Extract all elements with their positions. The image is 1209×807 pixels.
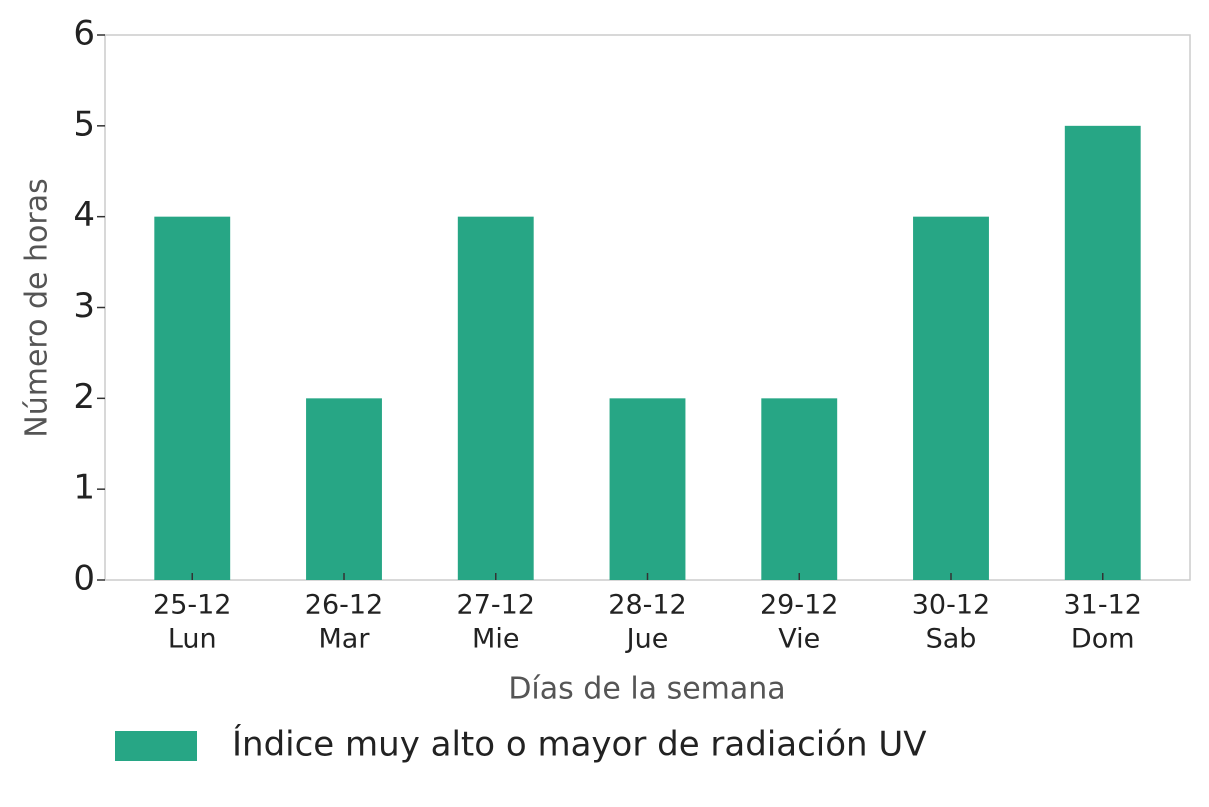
y-tick-label: 5 <box>73 104 95 144</box>
bar <box>154 216 231 580</box>
x-tick-label: Jue <box>625 624 669 655</box>
bar <box>457 216 534 580</box>
x-tick-label: 28-12 <box>608 590 686 621</box>
x-tick-label: Dom <box>1071 624 1135 655</box>
y-axis-label: Número de horas <box>20 178 55 437</box>
y-tick-label: 4 <box>73 195 95 235</box>
x-tick-label: 30-12 <box>912 590 990 621</box>
x-tick-label: 25-12 <box>153 590 231 621</box>
y-tick-label: 1 <box>73 468 95 508</box>
y-tick-label: 0 <box>73 559 95 599</box>
legend-swatch <box>115 731 197 761</box>
x-tick-label: Mie <box>472 624 519 655</box>
x-tick-label: 26-12 <box>305 590 383 621</box>
x-tick-label: 27-12 <box>457 590 535 621</box>
x-tick-label: Mar <box>319 624 371 655</box>
y-tick-label: 6 <box>73 14 95 54</box>
y-tick-label: 2 <box>73 377 95 417</box>
legend-label: Índice muy alto o mayor de radiación UV <box>232 724 927 765</box>
bar <box>306 398 382 580</box>
x-axis-label: Días de la semana <box>508 672 785 707</box>
y-tick-label: 3 <box>73 286 95 326</box>
bar <box>1064 125 1141 580</box>
x-tick-label: Vie <box>778 624 820 655</box>
bar <box>913 216 989 580</box>
x-tick-label: 31-12 <box>1064 590 1142 621</box>
x-tick-label: Lun <box>168 624 217 655</box>
bar <box>761 398 838 580</box>
bar <box>609 398 686 580</box>
x-tick-label: 29-12 <box>760 590 838 621</box>
x-tick-label: Sab <box>926 624 977 655</box>
